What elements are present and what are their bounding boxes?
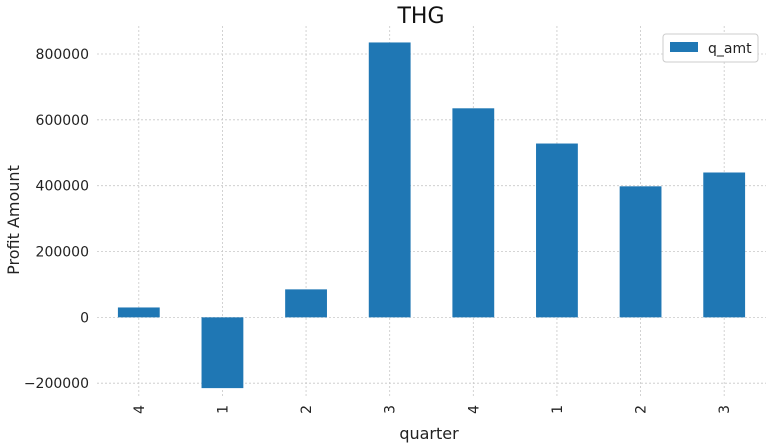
y-tick-label: −200000	[24, 376, 89, 392]
bar	[619, 186, 662, 318]
legend-box	[662, 33, 759, 63]
y-tick-label: 200000	[36, 245, 89, 261]
y-tick-label: 800000	[36, 47, 89, 63]
y-axis-label: Profit Amount	[4, 165, 23, 275]
bar	[368, 42, 411, 318]
bar	[536, 143, 578, 318]
x-tick-labels: 4 1 2 3 4 1 2 3	[132, 405, 733, 414]
y-tick-label: 600000	[36, 113, 89, 129]
bar	[285, 289, 327, 318]
x-tick-label: 3	[717, 405, 733, 414]
bar	[117, 307, 160, 318]
x-tick-label: 1	[550, 405, 566, 414]
legend: q_amt	[662, 33, 759, 63]
x-tick-label: 4	[466, 405, 482, 414]
x-tick-label: 2	[299, 405, 315, 414]
x-axis-label: quarter	[399, 424, 459, 443]
y-tick-labels: −200000 0 200000 400000 600000 800000	[24, 47, 89, 392]
legend-label: q_amt	[708, 41, 752, 57]
x-tick-label: 3	[383, 405, 399, 414]
y-tick-label: 400000	[36, 179, 89, 195]
x-tick-label: 2	[634, 405, 650, 414]
y-tick-label: 0	[80, 310, 89, 326]
legend-swatch	[670, 42, 698, 52]
bar	[703, 172, 746, 318]
plot-area	[97, 26, 766, 398]
bar	[452, 108, 495, 318]
bar	[201, 317, 244, 389]
bars	[117, 42, 746, 389]
x-tick-label: 1	[215, 405, 231, 414]
x-tick-label: 4	[132, 405, 148, 414]
chart-title: THG	[396, 4, 444, 29]
